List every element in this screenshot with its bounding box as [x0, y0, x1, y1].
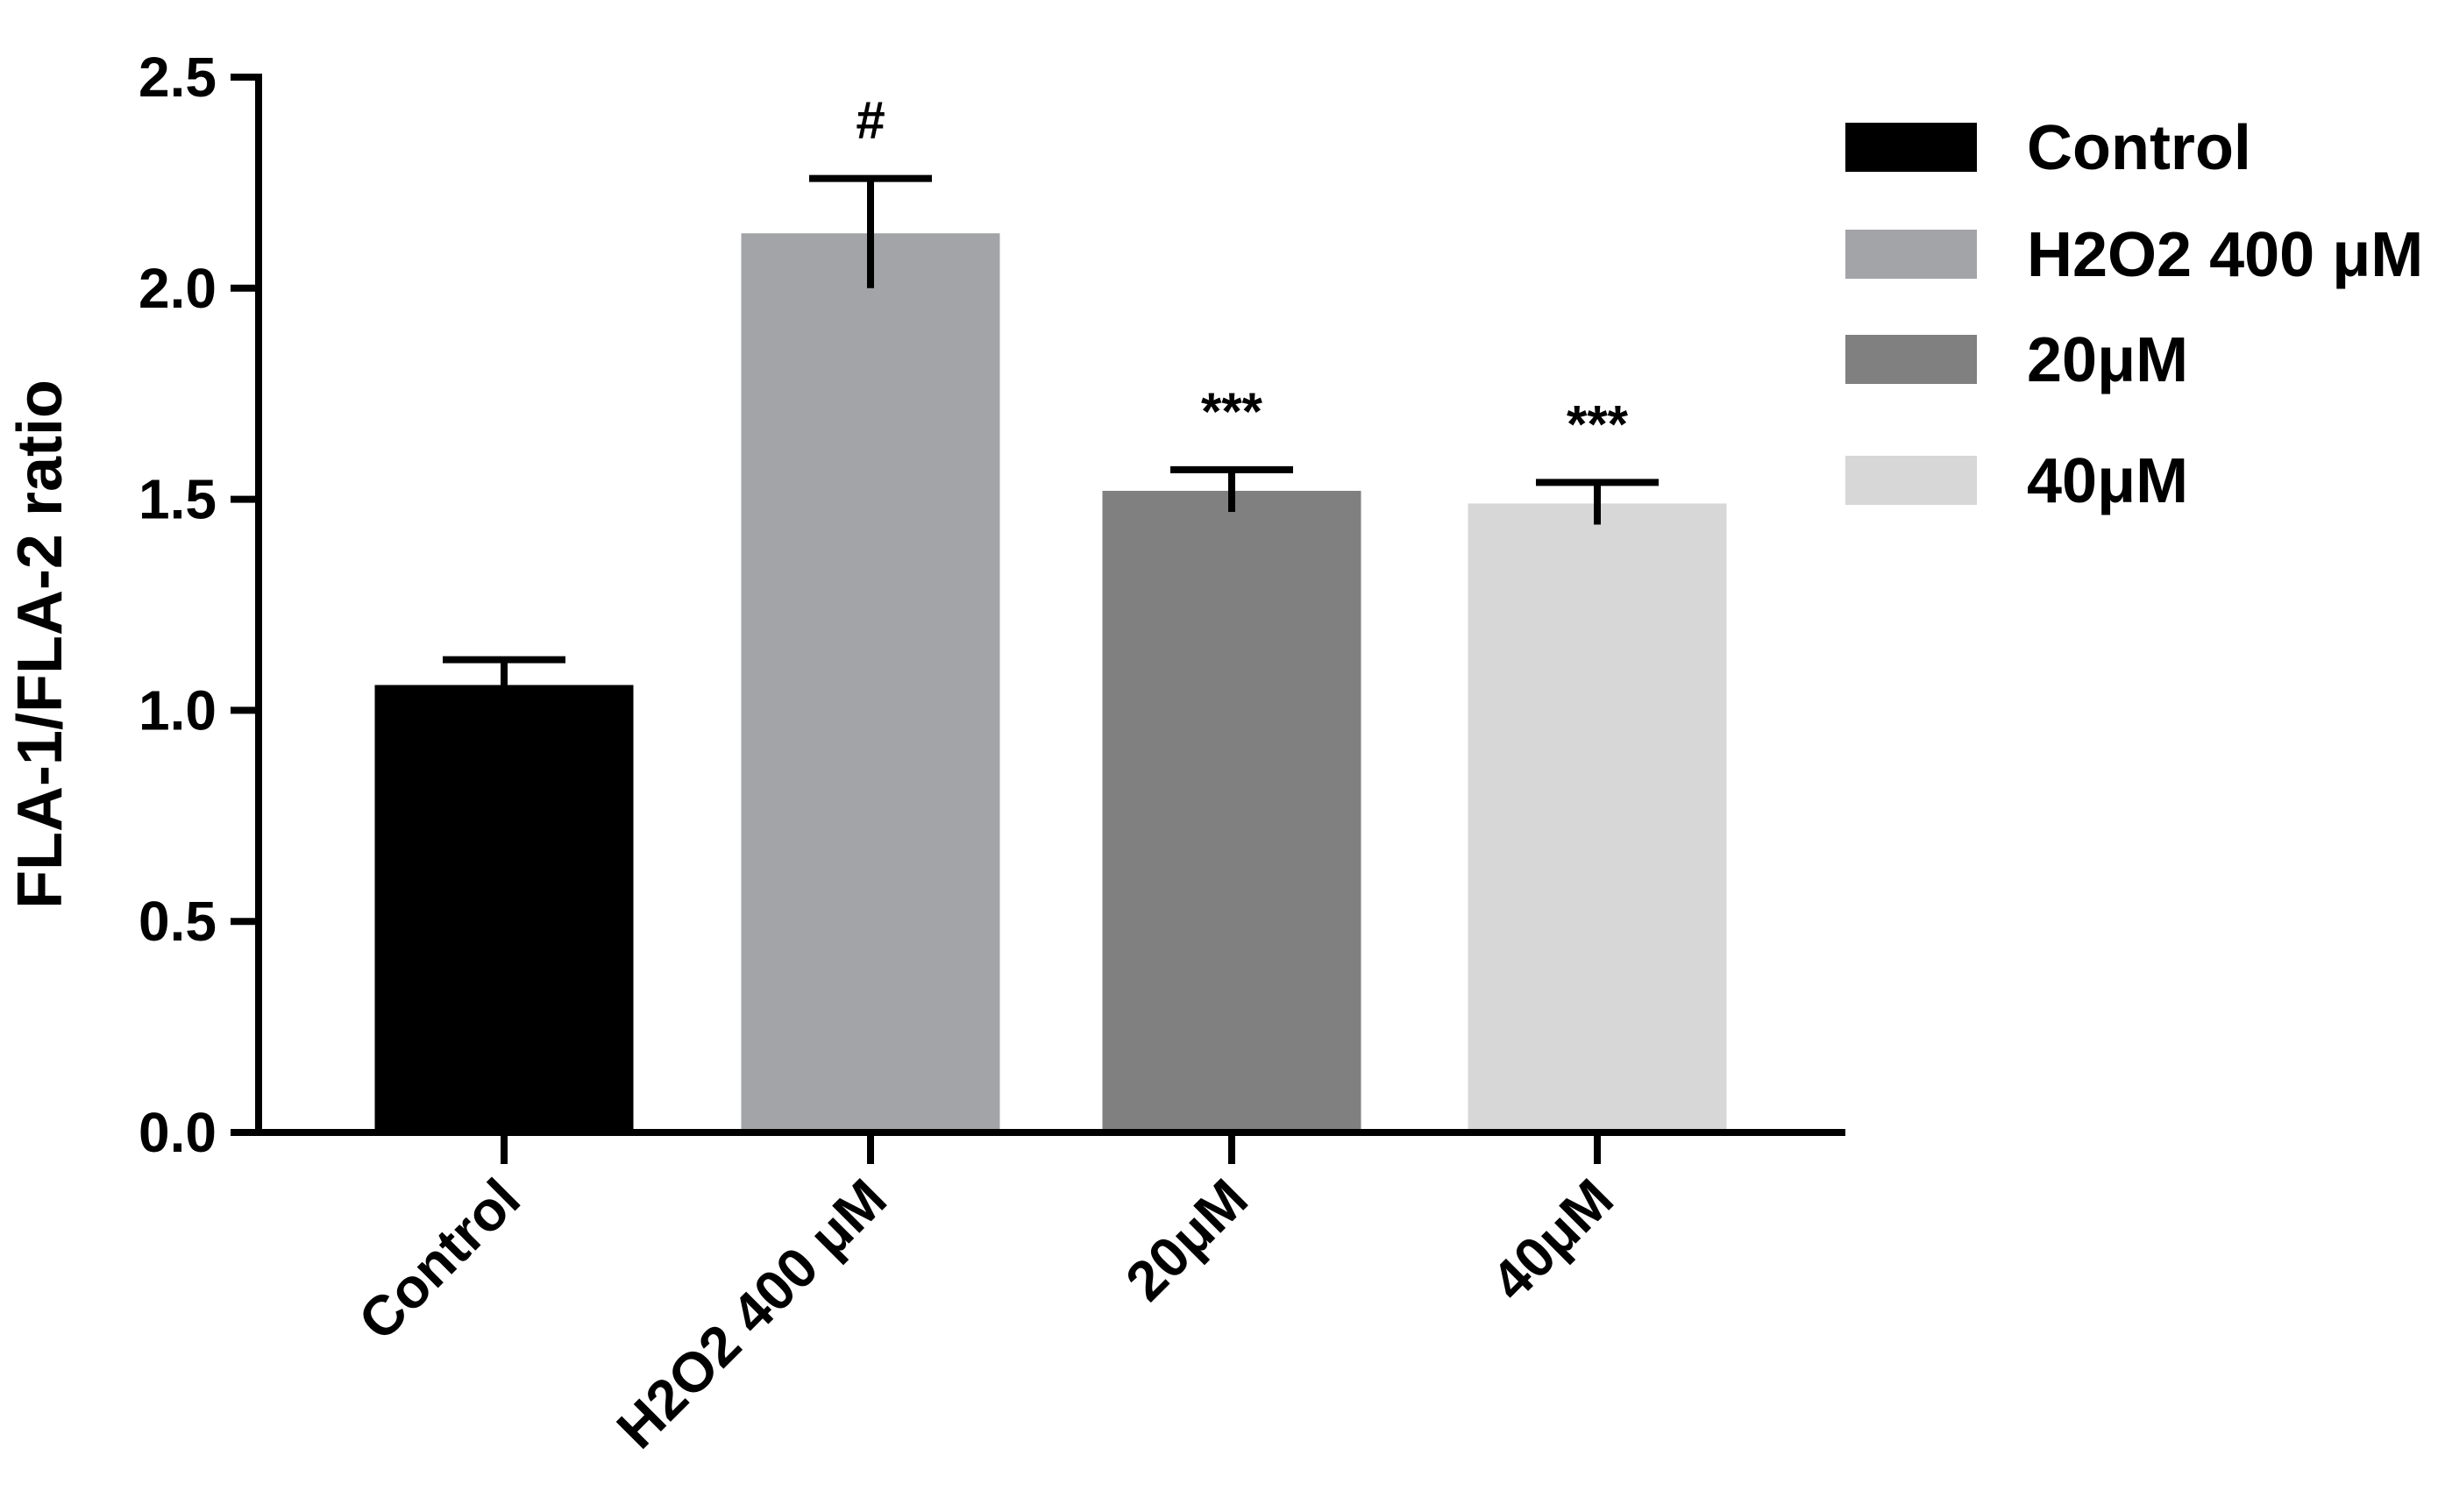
- significance-label-2: ***: [1201, 382, 1263, 441]
- y-tick-label-4: 2.0: [139, 257, 217, 320]
- legend-label-0: Control: [2027, 113, 2251, 183]
- legend: Control H2O2 400 μM 20μM 40μM: [1845, 113, 2423, 516]
- legend-swatch-2: [1845, 335, 1977, 384]
- x-tick-label-2: 20μM: [1113, 1167, 1260, 1313]
- significance-label-1: #: [856, 91, 885, 150]
- legend-label-2: 20μM: [2027, 325, 2188, 395]
- legend-swatch-3: [1845, 456, 1977, 505]
- y-axis-title-group: FLA-1/FLA-2 ratio: [5, 380, 75, 909]
- significance-label-3: ***: [1567, 394, 1629, 453]
- y-tick-label-0: 0.0: [139, 1101, 217, 1164]
- plot-area: # *** *** 0.0 0.5 1.0 1.5 2.0 2.5 Control H2O2 400…: [139, 46, 1845, 1460]
- x-tick-label-group-3: 40μM: [1479, 1167, 1625, 1313]
- x-tick-label-group-2: 20μM: [1113, 1167, 1260, 1313]
- bar-3: [1468, 503, 1727, 1132]
- y-tick-label-3: 1.5: [139, 468, 217, 531]
- bar-1: [741, 233, 1000, 1132]
- y-axis-title: FLA-1/FLA-2 ratio: [5, 380, 75, 909]
- y-tick-label-1: 0.5: [139, 890, 217, 953]
- legend-label-1: H2O2 400 μM: [2027, 220, 2423, 290]
- x-tick-label-group-1: H2O2 400 μM: [605, 1167, 899, 1460]
- bar-0: [374, 685, 634, 1132]
- legend-label-3: 40μM: [2027, 446, 2188, 516]
- y-tick-label-5: 2.5: [139, 46, 217, 109]
- y-tick-label-2: 1.0: [139, 678, 217, 742]
- bar-2: [1102, 490, 1361, 1132]
- x-tick-label-1: H2O2 400 μM: [605, 1167, 899, 1460]
- x-tick-label-0: Control: [346, 1167, 532, 1352]
- legend-swatch-1: [1845, 230, 1977, 279]
- legend-swatch-0: [1845, 123, 1977, 172]
- x-tick-label-3: 40μM: [1479, 1167, 1625, 1313]
- x-tick-label-group-0: Control: [346, 1167, 532, 1352]
